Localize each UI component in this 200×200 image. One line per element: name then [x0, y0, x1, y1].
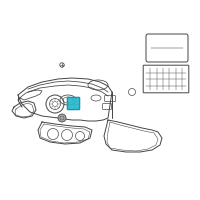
- FancyBboxPatch shape: [67, 97, 80, 110]
- Circle shape: [58, 114, 66, 122]
